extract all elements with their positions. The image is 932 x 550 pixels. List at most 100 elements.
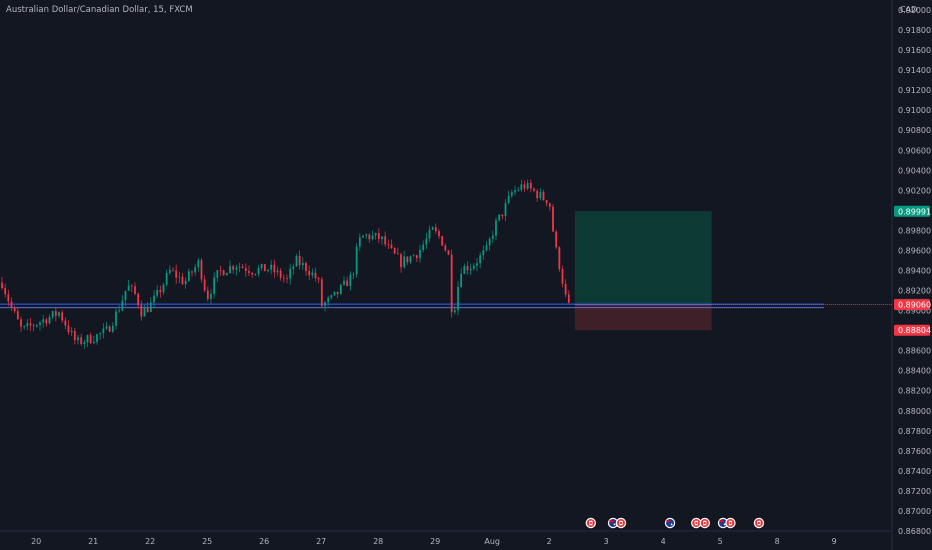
candle-body bbox=[409, 256, 412, 263]
price-axis-tick: 0.89000 bbox=[898, 307, 931, 316]
time-axis-tick: 20 bbox=[31, 537, 41, 546]
candle-body bbox=[276, 270, 279, 273]
candle-body bbox=[99, 333, 102, 335]
candle-body bbox=[200, 260, 203, 280]
candle-body bbox=[491, 235, 494, 239]
price-axis-tick: 0.87400 bbox=[898, 467, 931, 476]
candle-body bbox=[58, 312, 60, 316]
candle-body bbox=[105, 326, 108, 329]
candle-body bbox=[403, 256, 406, 268]
canada-flag-icon bbox=[725, 517, 736, 529]
candle-body bbox=[495, 220, 497, 236]
candle-body bbox=[206, 290, 209, 300]
candle-body bbox=[517, 189, 520, 191]
candle-body bbox=[438, 231, 440, 237]
candle-body bbox=[89, 335, 92, 344]
price-axis-tick: 0.86800 bbox=[898, 527, 931, 536]
australia-flag-icon-star bbox=[723, 523, 726, 526]
candle-body bbox=[324, 302, 326, 306]
candle-body bbox=[244, 268, 247, 272]
time-axis-tick: 29 bbox=[430, 537, 440, 546]
candle-body bbox=[260, 264, 263, 269]
candle-body bbox=[343, 280, 345, 285]
candle-body bbox=[320, 279, 323, 306]
position-zones bbox=[574, 211, 712, 331]
candle-body bbox=[457, 286, 459, 311]
canada-flag-icon-leaf bbox=[703, 521, 706, 525]
candle-body bbox=[301, 262, 304, 266]
candle-body bbox=[545, 200, 548, 204]
candle-body bbox=[371, 235, 374, 240]
candle-body bbox=[406, 256, 409, 263]
candle-body bbox=[501, 214, 504, 216]
time-axis[interactable]: 20 21 22 25 26 27 28 29 Aug 2 3 4 5 8 9 bbox=[31, 537, 837, 546]
time-axis-tick: 27 bbox=[316, 537, 326, 546]
candle-body bbox=[115, 311, 117, 326]
candle-body bbox=[466, 266, 469, 271]
price-axis-tick: 0.90400 bbox=[898, 166, 931, 175]
candle-body bbox=[365, 234, 368, 236]
time-axis-tick: 8 bbox=[775, 537, 780, 546]
time-axis-tick: 4 bbox=[661, 537, 666, 546]
candle-body bbox=[77, 337, 79, 341]
candle-body bbox=[168, 269, 171, 273]
canada-flag-icon-leaf bbox=[757, 521, 761, 525]
australia-flag-icon-union bbox=[666, 520, 671, 523]
time-axis-tick: 25 bbox=[202, 537, 212, 546]
candle-body bbox=[346, 280, 349, 287]
candle-body bbox=[567, 294, 570, 303]
candle-body bbox=[4, 288, 7, 295]
candle-body bbox=[444, 245, 447, 251]
candle-body bbox=[555, 231, 558, 248]
candle-body bbox=[219, 270, 222, 272]
candle-body bbox=[317, 278, 320, 280]
candle-body bbox=[39, 322, 41, 325]
candle-body bbox=[45, 319, 48, 324]
canada-flag-icon bbox=[753, 517, 765, 529]
candle-body bbox=[86, 335, 89, 343]
candle-body bbox=[330, 295, 333, 298]
candle-body bbox=[514, 190, 516, 193]
candle-body bbox=[210, 293, 212, 300]
candle-body bbox=[377, 233, 380, 240]
candle-body bbox=[156, 289, 159, 296]
candle-body bbox=[523, 184, 526, 189]
price-axis-tick: 0.87000 bbox=[898, 507, 931, 516]
price-axis-tick: 0.90600 bbox=[898, 146, 931, 155]
price-label-text: 0.88804 bbox=[898, 326, 931, 335]
candle-body bbox=[48, 316, 51, 324]
candle-body bbox=[257, 268, 260, 274]
candle-body bbox=[434, 227, 437, 232]
price-axis-tick: 0.88200 bbox=[898, 387, 931, 396]
candle-body bbox=[213, 277, 216, 294]
candle-body bbox=[463, 266, 466, 274]
price-label-badge bbox=[894, 299, 930, 311]
candle-body bbox=[305, 262, 307, 272]
candle-body bbox=[314, 272, 317, 279]
candle-body bbox=[558, 247, 561, 270]
time-axis-tick: 3 bbox=[604, 537, 609, 546]
candle-body bbox=[73, 330, 76, 341]
time-axis-tick: 28 bbox=[373, 537, 383, 546]
candle-body bbox=[137, 293, 140, 306]
candle-body bbox=[203, 279, 206, 291]
candle-body bbox=[153, 295, 155, 303]
candle-body bbox=[64, 320, 67, 326]
australia-flag-icon-star bbox=[670, 523, 673, 526]
australia-flag-icon bbox=[607, 517, 619, 529]
candle-body bbox=[216, 270, 219, 278]
candle-body bbox=[270, 264, 273, 270]
candle-body bbox=[241, 266, 244, 269]
candle-body bbox=[412, 255, 415, 257]
price-axis-tick: 0.87200 bbox=[898, 487, 931, 496]
candle-body bbox=[225, 272, 228, 276]
candle-body bbox=[10, 301, 13, 308]
candlestick-series bbox=[1, 179, 570, 349]
candle-body bbox=[194, 267, 197, 273]
candle-body bbox=[292, 266, 295, 269]
candle-body bbox=[510, 192, 513, 196]
